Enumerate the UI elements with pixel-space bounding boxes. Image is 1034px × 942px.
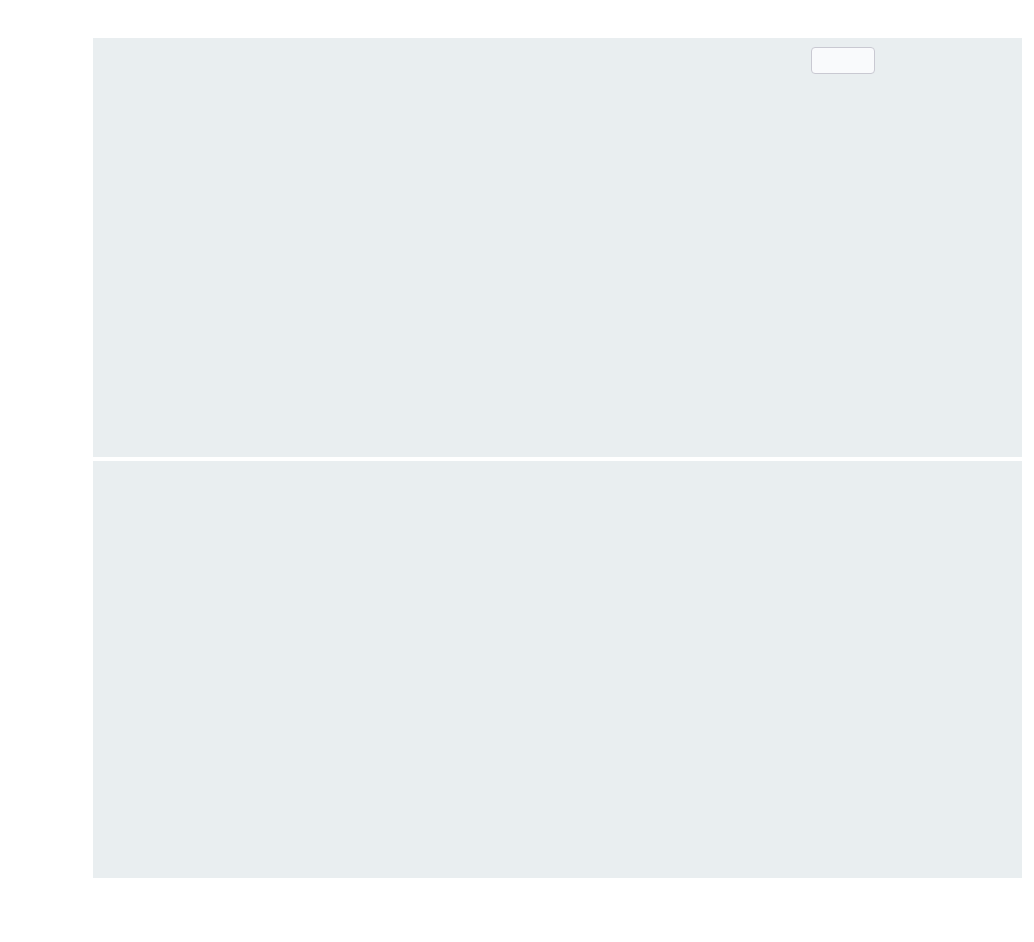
legend-line-swatch — [823, 59, 854, 62]
top-plot-area — [93, 38, 1022, 457]
legend — [811, 47, 875, 74]
chart-figure — [0, 0, 1034, 942]
bottom-plot-area — [93, 461, 1022, 878]
